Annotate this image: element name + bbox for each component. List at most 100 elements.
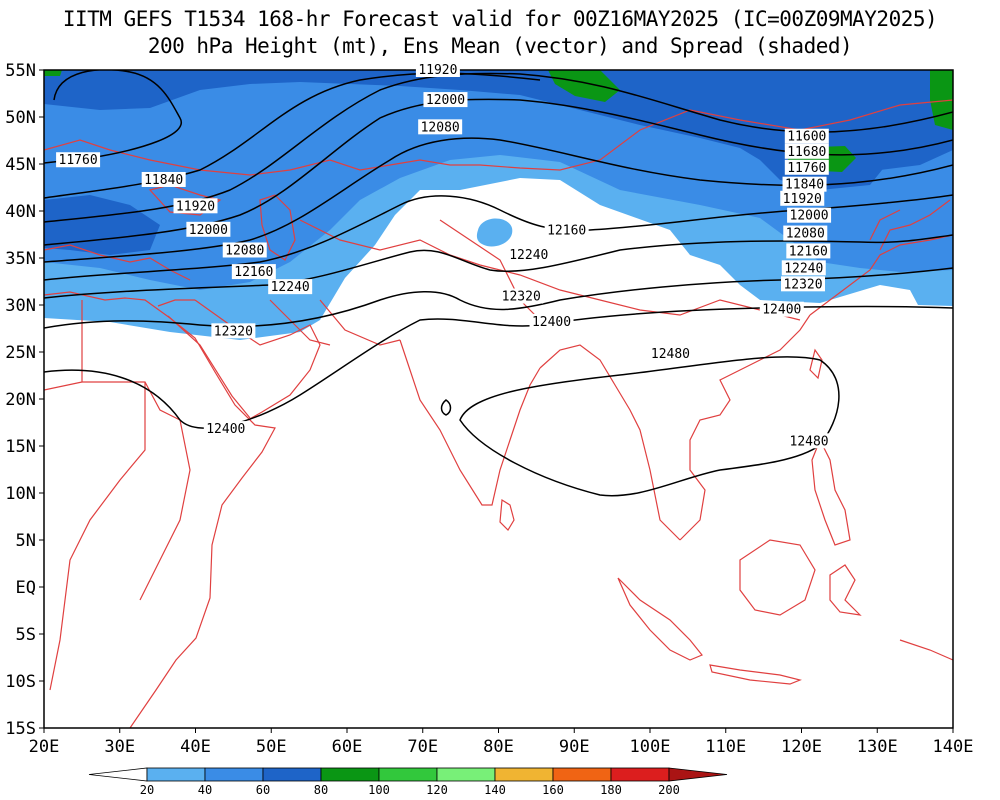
spread-band-80-100-a — [548, 70, 620, 102]
colorbar-swatch — [378, 767, 438, 782]
colorbar-tick-label: 160 — [542, 783, 564, 797]
contour-label: 12320 — [783, 277, 822, 292]
lon-label: 70E — [407, 737, 438, 757]
lon-label: 50E — [256, 737, 287, 757]
contour-label-bg — [222, 242, 267, 258]
contour-label: 11760 — [59, 153, 98, 168]
contour-label: 12000 — [426, 93, 465, 108]
lon-label: 130E — [857, 737, 898, 757]
contour-label-bg — [784, 143, 829, 159]
contour-label-bg — [186, 221, 231, 237]
colorbar-swatch — [552, 767, 612, 782]
contour-label-bg — [784, 159, 829, 175]
lon-label: 60E — [332, 737, 363, 757]
contour-12480 — [459, 356, 840, 497]
lat-label: 50N — [5, 108, 36, 128]
new-guinea — [899, 639, 953, 661]
contour-label-bg — [211, 323, 256, 339]
contour-label: 12480 — [790, 434, 829, 449]
lat-label: 5N — [16, 531, 36, 551]
africa-interior-borders — [44, 300, 191, 691]
contour-11920 — [44, 72, 953, 223]
contour-label: 12160 — [547, 224, 586, 239]
colorbar-swatch — [610, 767, 670, 782]
axis-ticks — [39, 69, 954, 733]
contour-label-bg — [648, 345, 693, 361]
colorbar-swatch — [262, 767, 322, 782]
latitude-labels: 55N 50N 45N 40N 35N 30N 25N 20N 15N 10N 5N EQ 5S 10S 1… — [5, 61, 36, 739]
contour-label-bg — [782, 176, 827, 192]
contour-label-bg — [781, 260, 826, 276]
china-coast — [809, 234, 953, 316]
lon-label: 140E — [933, 737, 974, 757]
contour-label: 11920 — [176, 199, 215, 214]
contour-11760-west — [44, 70, 183, 164]
lon-label: 110E — [705, 737, 746, 757]
colorbar-swatch — [436, 767, 496, 782]
philippines — [811, 438, 851, 546]
contour-label-bg — [787, 207, 832, 223]
taiwan — [809, 348, 823, 380]
lat-label: 35N — [5, 249, 36, 269]
contour-label-bg — [784, 128, 829, 144]
contour-label-bg — [544, 222, 589, 238]
lon-label: 30E — [104, 737, 135, 757]
lon-label: 100E — [630, 737, 671, 757]
contour-label: 12000 — [790, 209, 829, 224]
japan-korea — [869, 199, 951, 251]
contour-label-bg — [203, 421, 248, 437]
contour-label-bg — [780, 190, 825, 206]
contour-label: 12240 — [271, 280, 310, 295]
contour-12080 — [44, 137, 953, 263]
spread-band-60-80-b — [44, 195, 160, 255]
spread-band-60-80 — [44, 70, 953, 180]
contour-label: 12480 — [651, 347, 690, 362]
lon-label: 120E — [781, 737, 822, 757]
lat-label: 55N — [5, 61, 36, 81]
contour-label-bg — [759, 301, 804, 317]
spread-band-80-100-d — [44, 70, 62, 76]
contour-label: 12400 — [532, 315, 571, 330]
colorbar-tick-label: 140 — [484, 783, 506, 797]
lat-label: 10N — [5, 484, 36, 504]
lon-label: 20E — [29, 737, 60, 757]
contour-label-bg — [56, 152, 101, 168]
contour-label: 11680 — [787, 145, 826, 160]
colorbar-tick-label: 120 — [426, 783, 448, 797]
contour-label: 12400 — [206, 422, 245, 437]
contour-label: 11600 — [787, 130, 826, 145]
contour-label-bg — [418, 119, 463, 135]
contour-label-bg — [783, 225, 828, 241]
contour-label: 12400 — [762, 303, 801, 318]
colorbar-swatch — [204, 767, 264, 782]
lon-label: 80E — [483, 737, 514, 757]
colorbar: 20 40 60 80 100 120 140 160 180 200 — [88, 767, 728, 797]
southeast-asia-coast — [679, 314, 811, 541]
contour-label: 11920 — [418, 63, 457, 78]
colorbar-right-arrow — [668, 767, 728, 782]
contour-label: 12000 — [189, 223, 228, 238]
lat-label: 15N — [5, 437, 36, 457]
lat-label: 40N — [5, 202, 36, 222]
colorbar-swatch — [320, 767, 380, 782]
lat-label: 15S — [5, 719, 36, 739]
lat-label: 10S — [5, 672, 36, 692]
colorbar-tick-label: 40 — [198, 783, 212, 797]
coastlines — [44, 99, 953, 728]
contour-label: 12080 — [786, 227, 825, 242]
colorbar-tick-label: 200 — [658, 783, 680, 797]
contour-labels: 1176011840119201200012080121601224012320… — [56, 62, 832, 449]
borneo — [739, 539, 816, 616]
contour-12480-loop — [440, 399, 452, 416]
colorbar-tick-label: 80 — [314, 783, 328, 797]
contour-label-bg — [506, 247, 551, 263]
sri-lanka — [499, 498, 515, 531]
title-line-1: IITM GEFS T1534 168-hr Forecast valid fo… — [62, 7, 938, 31]
longitude-labels: 20E 30E 40E 50E 60E 70E 80E 90E 100E 110E 120E 130E… — [29, 737, 974, 757]
sulawesi — [829, 564, 862, 616]
contour-label-bg — [231, 264, 276, 280]
central-asia-borders — [44, 99, 953, 176]
contour-label-bg — [268, 279, 313, 295]
contour-label: 12160 — [234, 265, 273, 280]
contour-label: 11840 — [785, 178, 824, 193]
